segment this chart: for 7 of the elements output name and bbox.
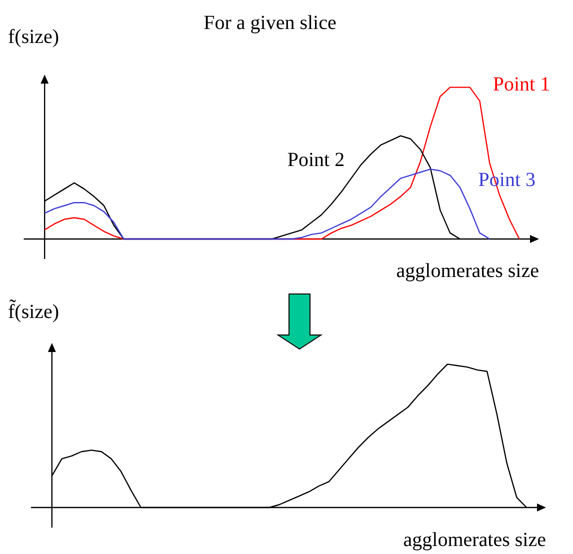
x-axis-title: agglomerates size (396, 260, 540, 282)
y-axis-title: f(size) (8, 26, 60, 48)
series-label: Point 2 (287, 148, 345, 171)
y-axis-title: f̃(size) (8, 299, 60, 323)
x-axis-title: agglomerates size (403, 529, 546, 551)
chart-title: For a given slice (204, 12, 336, 34)
series-label: Point 1 (492, 73, 550, 96)
